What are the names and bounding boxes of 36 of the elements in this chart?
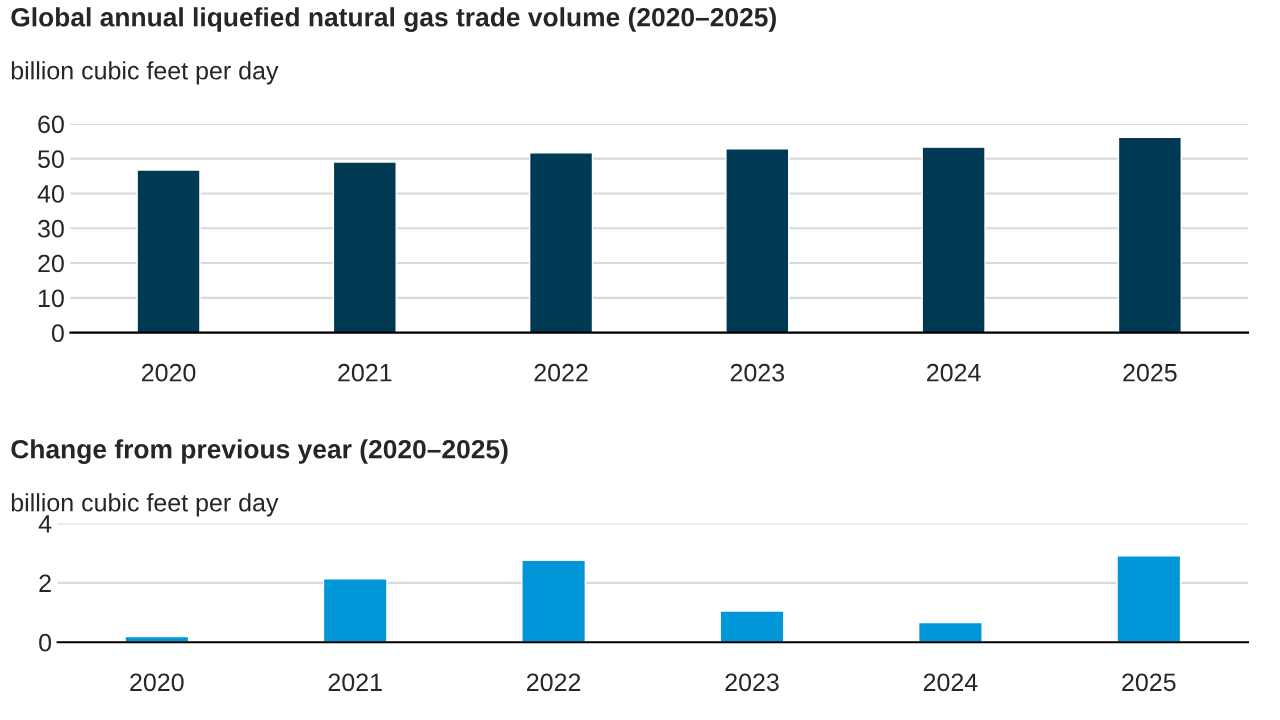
bar <box>136 169 201 333</box>
bar <box>322 577 388 643</box>
y-tick-label: 0 <box>51 324 64 342</box>
bar <box>725 148 790 333</box>
y-tick-label: 60 <box>38 115 64 134</box>
bar <box>332 161 397 333</box>
y-tick-label: 2 <box>39 574 51 592</box>
chart-subtitle: billion cubic feet per day <box>11 61 279 85</box>
y-tick-label: 4 <box>38 515 52 533</box>
x-tick-label: 2025 <box>1122 673 1176 692</box>
y-tick-label: 0 <box>39 633 52 652</box>
x-tick-label: 2023 <box>725 673 779 692</box>
x-tick-label: 2020 <box>130 673 184 692</box>
x-tick-label: 2021 <box>338 363 392 382</box>
y-tick-label: 50 <box>38 150 64 168</box>
x-tick-label: 2023 <box>730 363 785 382</box>
bar <box>1117 136 1182 333</box>
x-tick-label: 2021 <box>328 673 382 692</box>
chart-title: Change from previous year (2020–2025) <box>11 439 508 464</box>
y-tick-label: 30 <box>37 219 64 238</box>
bar <box>917 621 983 643</box>
x-tick-label: 2020 <box>141 363 196 382</box>
y-tick-label: 40 <box>37 185 64 203</box>
x-tick-label: 2024 <box>923 673 978 692</box>
bar <box>719 610 785 643</box>
x-tick-label: 2022 <box>527 673 581 692</box>
x-tick-label: 2024 <box>927 363 981 382</box>
bar <box>521 559 587 643</box>
bar <box>528 152 594 333</box>
y-tick-label: 10 <box>38 289 64 308</box>
chart-title: Global annual liquefied natural gas trade volume (2020–2025) <box>11 7 776 32</box>
bar <box>921 146 986 333</box>
x-tick-label: 2025 <box>1123 363 1177 382</box>
x-tick-label: 2022 <box>534 363 588 382</box>
bar <box>1116 555 1182 643</box>
y-tick-label: 20 <box>38 254 64 273</box>
